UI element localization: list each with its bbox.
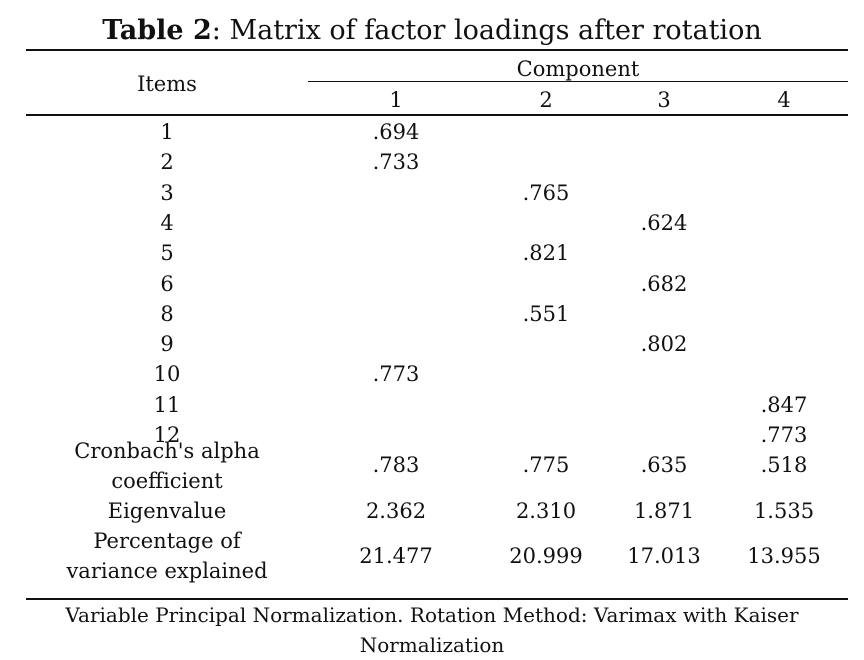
loading-value: .551 <box>522 302 570 326</box>
component-number-2: 2 <box>539 88 553 112</box>
footnote-line: Normalization <box>359 633 505 657</box>
item-number: 10 <box>153 362 181 386</box>
loading-value: .765 <box>522 181 570 205</box>
loading-value: .773 <box>760 423 808 447</box>
table-title-text: : Matrix of factor loadings after rotati… <box>211 15 762 46</box>
summary-value: 1.871 <box>633 499 695 523</box>
component-header: Component <box>516 57 640 81</box>
item-number: 11 <box>153 393 181 417</box>
loading-value: .773 <box>372 362 420 386</box>
summary-label: Eigenvalue <box>107 499 227 523</box>
item-number: 5 <box>160 241 174 265</box>
loading-value: .847 <box>760 393 808 417</box>
summary-value: .518 <box>760 453 808 477</box>
component-number-4: 4 <box>777 88 791 112</box>
header-rule <box>26 114 848 116</box>
item-number: 12 <box>153 423 181 447</box>
summary-value: 20.999 <box>509 544 583 568</box>
loading-value: .821 <box>522 241 570 265</box>
item-number: 4 <box>160 211 174 235</box>
table-footnote: Variable Principal Normalization. Rotati… <box>0 600 864 660</box>
item-number: 2 <box>160 150 174 174</box>
component-number-1: 1 <box>389 88 403 112</box>
summary-value: 13.955 <box>747 544 821 568</box>
summary-label: variance explained <box>66 559 268 583</box>
loading-value: .733 <box>372 150 420 174</box>
footnote-line: Variable Principal Normalization. Rotati… <box>65 603 799 627</box>
component-number-3: 3 <box>657 88 671 112</box>
item-number: 3 <box>160 181 174 205</box>
item-number: 6 <box>160 272 174 296</box>
summary-value: 2.310 <box>515 499 577 523</box>
summary-label: Percentage of <box>93 529 241 553</box>
loading-value: .802 <box>640 332 688 356</box>
loading-value: .624 <box>640 211 688 235</box>
loading-value: .694 <box>372 120 420 144</box>
summary-value: 17.013 <box>627 544 701 568</box>
summary-label: coefficient <box>111 469 223 493</box>
summary-value: 21.477 <box>359 544 433 568</box>
summary-value: 1.535 <box>753 499 815 523</box>
table-title: Table 2: Matrix of factor loadings after… <box>0 14 864 48</box>
loading-value: .682 <box>640 272 688 296</box>
item-number: 8 <box>160 302 174 326</box>
summary-value: .635 <box>640 453 688 477</box>
bottom-rule <box>26 598 848 600</box>
summary-value: 2.362 <box>365 499 427 523</box>
summary-label: Cronbach's alpha <box>74 439 260 463</box>
item-number: 1 <box>160 120 174 144</box>
summary-value: .775 <box>522 453 570 477</box>
items-header: Items <box>137 72 197 96</box>
top-rule <box>26 49 848 51</box>
table-title-label: Table 2 <box>102 15 212 46</box>
component-rule <box>308 81 848 82</box>
summary-value: .783 <box>372 453 420 477</box>
item-number: 9 <box>160 332 174 356</box>
